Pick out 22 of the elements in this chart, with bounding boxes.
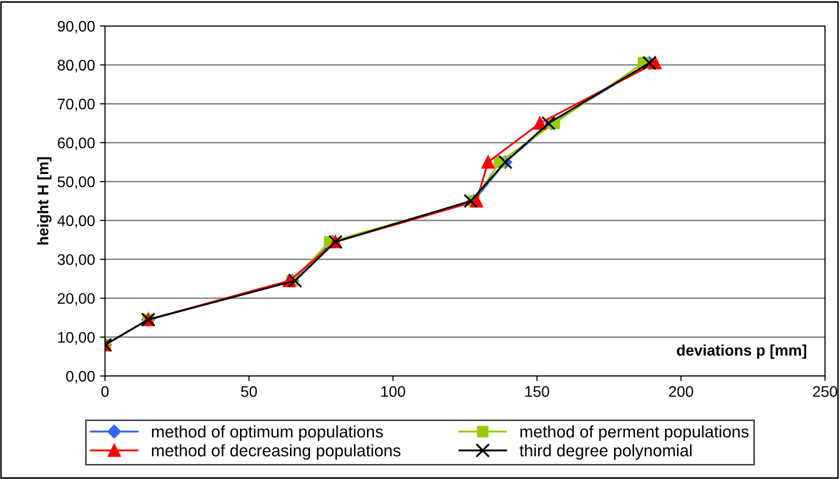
y-tick-label: 40,00 xyxy=(57,215,95,228)
x-tick-label: 200 xyxy=(669,386,694,397)
x-tick-label: 0 xyxy=(101,386,109,397)
y-tick-label: 80,00 xyxy=(58,60,95,72)
x-tick-label: 250 xyxy=(813,386,838,397)
y-tick-label: 0,00 xyxy=(66,370,95,384)
legend-label: method of perment populations xyxy=(520,425,749,441)
y-tick-label: 90,00 xyxy=(58,20,95,34)
y-tick-label: 50,00 xyxy=(58,176,95,190)
x-axis-title: deviations p [mm] xyxy=(676,344,806,359)
y-tick-label: 60,00 xyxy=(58,138,95,150)
legend-label: third degree polynomial xyxy=(520,444,692,460)
y-tick-label: 30,00 xyxy=(58,254,95,267)
x-tick-label: 150 xyxy=(525,386,550,397)
x-tick-label: 100 xyxy=(381,386,406,397)
legend-label: method of optimum populations xyxy=(152,425,383,441)
y-tick-label: 70,00 xyxy=(58,98,95,112)
y-axis-title: height H [m] xyxy=(37,157,52,244)
y-tick-label: 10,00 xyxy=(58,332,95,345)
x-tick-label: 50 xyxy=(241,386,257,397)
legend-label: method of decreasing populations xyxy=(152,444,400,460)
y-tick-label: 20,00 xyxy=(58,293,95,306)
